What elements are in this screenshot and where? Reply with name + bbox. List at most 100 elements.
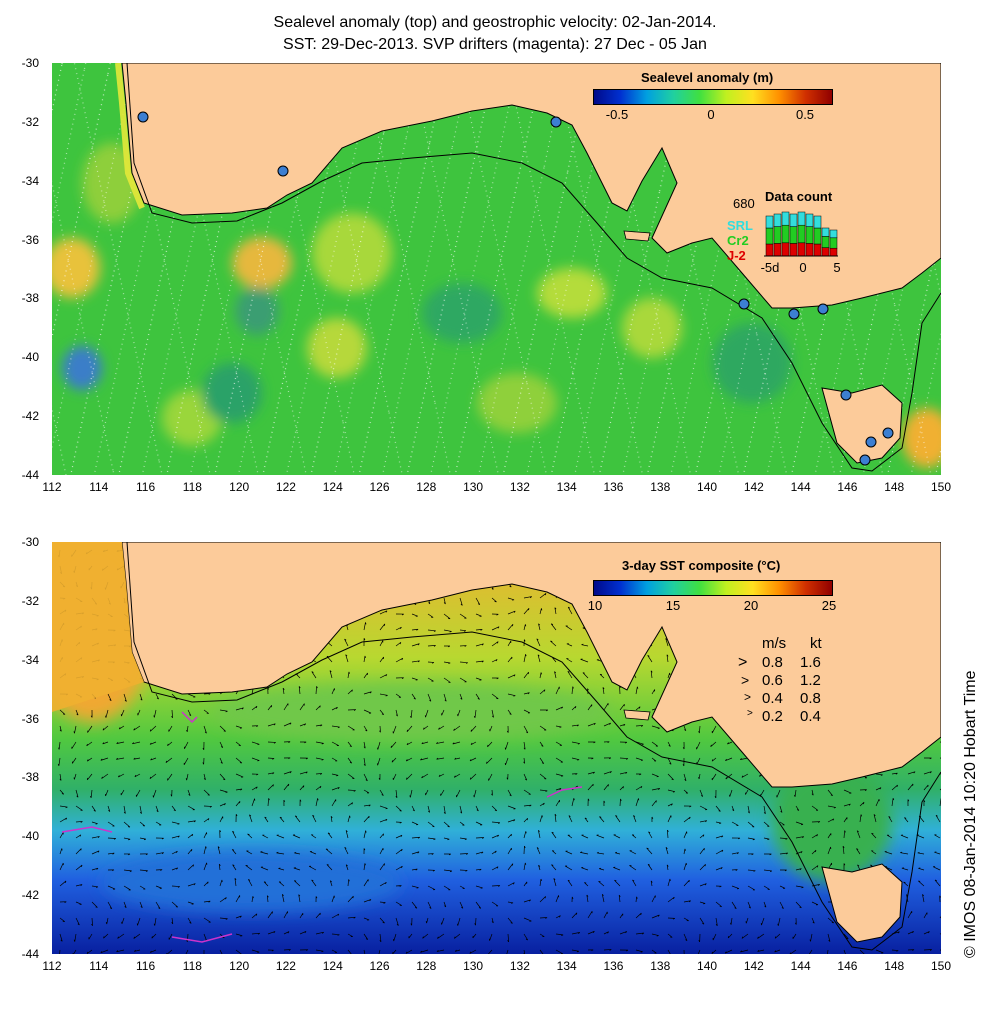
lon-label: 150 <box>930 480 952 494</box>
lat-label: -38 <box>21 291 39 306</box>
lon-label: 128 <box>416 480 437 494</box>
histogram-bar <box>789 213 798 227</box>
lat-label: -32 <box>21 114 39 129</box>
speed-arrow-icon: > <box>747 708 753 719</box>
sla-colorbar <box>593 89 833 105</box>
lon-label: 142 <box>743 959 764 973</box>
lon-label: 138 <box>650 959 671 973</box>
lat-label: -40 <box>21 350 39 365</box>
histogram-bar <box>829 247 838 257</box>
data-count-max: 680 <box>733 196 755 211</box>
lat-label: -30 <box>21 535 39 549</box>
histogram-bar <box>805 213 814 227</box>
histogram-bar <box>789 243 798 257</box>
histogram-bar <box>773 226 782 244</box>
lat-label: -30 <box>21 56 39 70</box>
lon-label: 112 <box>42 480 62 494</box>
sla-colorbar-label: Sealevel anomaly (m) <box>641 70 774 85</box>
histogram-bar <box>773 243 782 257</box>
lon-label: 150 <box>930 959 952 973</box>
histogram-bar <box>797 224 806 244</box>
histogram-bar <box>813 243 822 257</box>
sst-tick-25: 25 <box>821 598 837 613</box>
australia-landmass-sst <box>121 542 941 788</box>
lon-label: 116 <box>136 959 156 973</box>
lon-label: 144 <box>790 480 811 494</box>
bathymetry-contour-sst <box>126 542 941 951</box>
lon-label: 114 <box>89 480 109 494</box>
lat-label: -42 <box>21 409 39 424</box>
sst-tick-15: 15 <box>665 598 681 613</box>
data-count-tick-1: -5d <box>760 260 780 275</box>
lat-label: -36 <box>21 711 39 726</box>
lon-label: 148 <box>884 480 905 494</box>
sst-tick-20: 20 <box>743 598 759 613</box>
lon-label: 124 <box>322 959 343 973</box>
histogram-bar <box>765 243 774 257</box>
lon-label: 142 <box>743 480 764 494</box>
speed-arrow-icon: > <box>744 690 752 704</box>
lon-label: 132 <box>509 959 530 973</box>
svp-drifter-tracks <box>61 711 583 943</box>
speed-legend-header-kt: kt <box>810 635 822 652</box>
lat-label: -44 <box>21 947 39 961</box>
lon-label: 128 <box>416 959 437 973</box>
sst-colorbar-label: 3-day SST composite (°C) <box>622 558 781 573</box>
sla-tick-zero: 0 <box>707 107 715 122</box>
lon-label: 120 <box>229 959 250 973</box>
sla-tick-neg: -0.5 <box>605 107 629 122</box>
sst-velocity-map <box>52 542 941 954</box>
histogram-bar <box>813 227 822 245</box>
histogram-bar <box>805 226 814 244</box>
lat-label: -44 <box>21 468 39 482</box>
map-title: Sealevel anomaly (top) and geostrophic v… <box>273 14 717 31</box>
lat-label: -34 <box>21 652 39 667</box>
lon-label: 130 <box>463 959 484 973</box>
lon-label: 122 <box>275 959 296 973</box>
lon-label: 144 <box>790 959 811 973</box>
lon-label: 132 <box>509 480 530 494</box>
lat-label: -36 <box>21 232 39 247</box>
histogram-bar <box>829 237 838 249</box>
speed-ms: 0.4 <box>762 690 783 707</box>
histogram-bar <box>821 236 830 248</box>
speed-kt: 1.6 <box>800 654 821 671</box>
speed-ms: 0.2 <box>762 708 783 725</box>
tasmania <box>821 384 903 464</box>
histogram-bar <box>765 215 774 229</box>
kangaroo-island <box>623 230 651 242</box>
speed-arrow-icon: > <box>738 654 748 671</box>
lon-label: 120 <box>229 480 250 494</box>
lon-label: 112 <box>42 959 62 973</box>
lat-label: -42 <box>21 888 39 903</box>
histogram-bar <box>789 226 798 244</box>
lon-label: 126 <box>369 480 390 494</box>
lon-label: 140 <box>697 959 718 973</box>
speed-arrow-icon: > <box>741 672 750 688</box>
lon-label: 118 <box>182 959 202 973</box>
lon-label: 134 <box>556 959 577 973</box>
bathymetry-contour <box>126 63 941 472</box>
map-subtitle: SST: 29-Dec-2013. SVP drifters (magenta)… <box>283 36 707 53</box>
histogram-bar <box>773 213 782 227</box>
speed-kt: 0.8 <box>800 690 821 707</box>
histogram-bar <box>829 229 838 239</box>
lon-label: 146 <box>837 480 858 494</box>
lon-label: 122 <box>275 480 296 494</box>
histogram-bar <box>797 242 806 257</box>
sealevel-anomaly-map <box>52 63 941 475</box>
data-count-tick-2: 0 <box>799 260 807 275</box>
lat-label: -34 <box>21 173 39 188</box>
lon-label: 136 <box>603 480 624 494</box>
data-count-cr2: Cr2 <box>727 233 749 248</box>
histogram-bar <box>813 215 822 229</box>
tasmania-sst <box>821 863 903 943</box>
data-count-j2: J-2 <box>727 248 746 263</box>
histogram-bar <box>781 211 790 226</box>
tide-gauge-markers <box>137 111 894 466</box>
data-count-srl: SRL <box>727 218 753 233</box>
speed-kt: 1.2 <box>800 672 821 689</box>
sla-tick-pos: 0.5 <box>795 107 815 122</box>
data-count-histogram <box>764 211 838 257</box>
lon-label: 140 <box>697 480 718 494</box>
